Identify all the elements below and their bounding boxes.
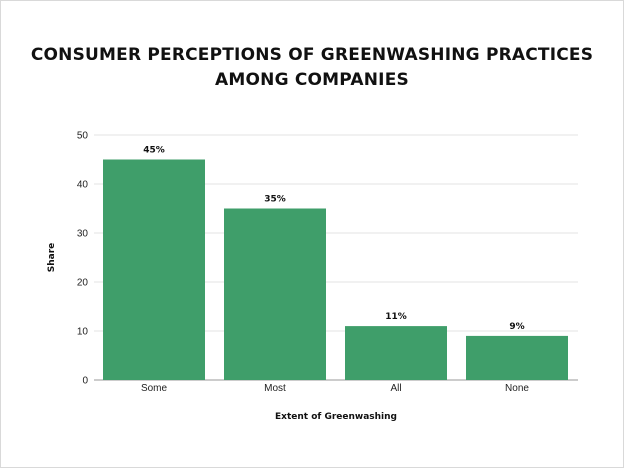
y-tick-label: 50 xyxy=(77,131,89,142)
data-label: 45% xyxy=(143,146,165,156)
x-tick-label: All xyxy=(390,383,401,394)
x-tick-label: None xyxy=(505,383,529,394)
y-tick-label: 10 xyxy=(77,327,89,338)
data-label: 11% xyxy=(385,312,407,322)
x-axis-ticks: Some Most All None xyxy=(141,383,529,394)
data-labels: 45% 35% 11% 9% xyxy=(143,146,524,332)
x-tick-label: Most xyxy=(264,383,286,394)
y-tick-label: 0 xyxy=(82,376,88,387)
data-label: 9% xyxy=(509,322,524,332)
bars xyxy=(103,159,568,380)
x-axis-title: Extent of Greenwashing xyxy=(275,412,397,422)
y-tick-label: 20 xyxy=(77,278,89,289)
bar-most xyxy=(224,208,326,380)
y-axis-title: Share xyxy=(47,243,57,273)
bar-all xyxy=(345,326,447,380)
y-tick-label: 30 xyxy=(77,229,89,240)
bar-some xyxy=(103,159,205,380)
chart-title-line-2: AMONG COMPANIES xyxy=(215,70,409,90)
data-label: 35% xyxy=(264,195,286,205)
chart-title-line-1: CONSUMER PERCEPTIONS OF GREENWASHING PRA… xyxy=(30,45,594,65)
chart-title: CONSUMER PERCEPTIONS OF GREENWASHING PRA… xyxy=(0,43,624,93)
y-tick-label: 40 xyxy=(77,180,89,191)
bar-none xyxy=(466,335,568,380)
y-axis-ticks: 0 10 20 30 40 50 xyxy=(77,131,89,387)
x-tick-label: Some xyxy=(141,383,168,394)
